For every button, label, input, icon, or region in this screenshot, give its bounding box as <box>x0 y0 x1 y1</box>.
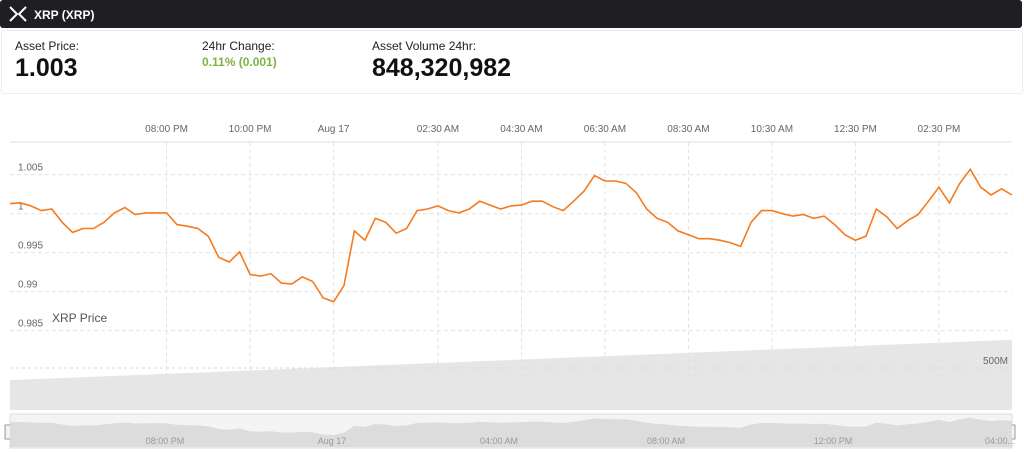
x-tick-label: 08:30 AM <box>667 124 709 135</box>
stat: Asset Price: 1.003 <box>15 39 79 83</box>
y-tick-label: 0.99 <box>18 280 38 291</box>
series-label: XRP Price <box>52 311 107 325</box>
x-tick-label: 04:30 AM <box>500 124 542 135</box>
y2-tick-label: 500M <box>983 356 1008 367</box>
x-tick-label: 10:00 PM <box>229 124 272 135</box>
stat-value: 0.11% (0.001) <box>202 55 277 69</box>
logo <box>9 6 27 22</box>
x-tick-label: 10:30 AM <box>751 124 793 135</box>
stat-value: 848,320,982 <box>372 54 512 82</box>
navigator-label: 04:00 AM <box>480 436 518 446</box>
y-tick-label: 1 <box>18 202 24 213</box>
stats-panel: Asset Price: 1.003 24hr Change: 0.11% (0.0… <box>1 30 1023 94</box>
x-tick-label: 06:30 AM <box>584 124 626 135</box>
x-tick-label: 02:30 AM <box>417 124 459 135</box>
navigator-label: 08:00 PM <box>146 436 185 446</box>
stat-label: Asset Price: <box>15 39 80 53</box>
header-bar: XRP (XRP) <box>0 0 1022 28</box>
x-tick-label: Aug 17 <box>318 124 350 135</box>
stat: 24hr Change: 0.11% (0.001) <box>202 39 277 69</box>
navigator-label: 12:00 PM <box>814 436 853 446</box>
price-line <box>9 167 1013 303</box>
navigator-label: Aug 17 <box>318 436 347 446</box>
stat-value: 1.003 <box>15 54 78 82</box>
x-tick-label: 12:30 PM <box>834 124 877 135</box>
y-tick-label: 0.985 <box>18 319 43 330</box>
navigator-label: 08:00 AM <box>647 436 685 446</box>
navigator-label: 04:00... <box>985 436 1015 446</box>
stat-label: 24hr Change: <box>202 39 275 53</box>
stat-label: Asset Volume 24hr: <box>372 39 477 53</box>
x-tick-label: 02:30 PM <box>918 124 961 135</box>
x-tick-label: 08:00 PM <box>145 124 188 135</box>
navigator-area <box>10 417 1012 447</box>
asset-title: XRP (XRP) <box>34 8 95 22</box>
volume-area <box>10 339 1012 410</box>
stat: Asset Volume 24hr: 848,320,982 <box>372 39 511 83</box>
y-tick-label: 0.995 <box>18 241 43 252</box>
y-tick-label: 1.005 <box>18 163 43 174</box>
